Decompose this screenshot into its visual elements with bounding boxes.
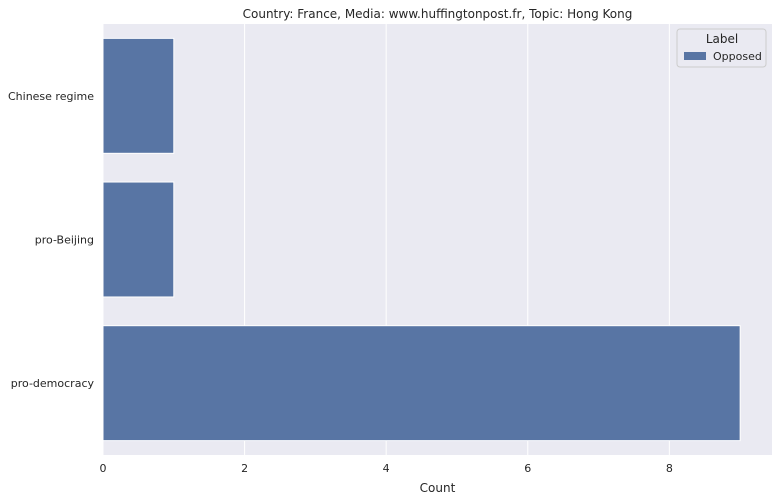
x-tick-label: 6 bbox=[524, 462, 531, 475]
y-tick-label: pro-Beijing bbox=[35, 234, 94, 247]
bar-pro-democracy bbox=[102, 325, 741, 442]
y-tick-label: pro-democracy bbox=[11, 377, 95, 390]
bar-pro-beijing bbox=[102, 181, 175, 298]
bars bbox=[102, 37, 741, 442]
bar-chinese-regime bbox=[102, 37, 175, 154]
x-tick-label: 2 bbox=[241, 462, 248, 475]
y-tick-labels: Chinese regime pro-Beijing pro-democracy bbox=[8, 90, 95, 390]
chart-title: Country: France, Media: www.huffingtonpo… bbox=[243, 7, 633, 21]
legend-title: Label bbox=[706, 32, 738, 46]
legend-swatch bbox=[684, 52, 706, 60]
legend-entry-label: Opposed bbox=[713, 50, 762, 63]
x-tick-labels: 0 2 4 6 8 bbox=[100, 462, 673, 475]
legend: Label Opposed bbox=[676, 28, 767, 68]
x-axis-title: Count bbox=[420, 481, 456, 495]
y-tick-label: Chinese regime bbox=[8, 90, 94, 103]
x-tick-label: 0 bbox=[100, 462, 107, 475]
x-tick-label: 4 bbox=[383, 462, 390, 475]
x-tick-label: 8 bbox=[666, 462, 673, 475]
